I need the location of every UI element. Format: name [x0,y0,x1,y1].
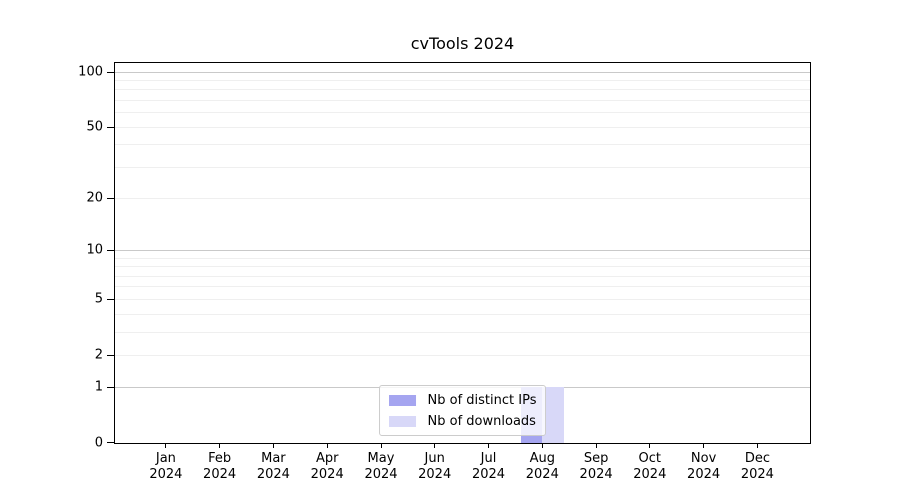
x-tick-mark [756,443,758,448]
y-tick-label: 2 [94,347,103,363]
x-tick-mark [488,443,489,448]
bar-downloads-aug-2024 [542,387,564,443]
x-tick-mark [595,443,597,448]
gridline-major [115,354,810,356]
gridline-major [115,298,810,300]
gridline-minor [115,89,810,91]
x-tick-label: Apr 2024 [310,451,344,482]
y-tick-mark [107,354,114,356]
legend-label-distinct-ips: Nb of distinct IPs [427,392,537,408]
y-tick-mark [107,298,114,300]
axis-layer: 0 1 2 5 10 20 50 100 Jan 2024 Feb 2024 Mar 2024 Apr… [78,63,810,482]
gridline-major [115,198,810,199]
y-tick-label: 5 [94,291,103,307]
gridline-minor [115,144,810,146]
y-tick-mark [107,250,114,252]
gridline-minor [115,166,810,168]
x-tick-label: Jan 2024 [149,451,183,482]
x-tick-label: Jun 2024 [418,451,452,482]
y-tick-label: 50 [86,119,103,135]
x-tick-label: Nov 2024 [687,451,721,482]
gridline-minor [115,266,810,268]
x-tick-mark [272,443,274,448]
x-tick-mark [165,443,167,448]
x-tick-label: Dec 2024 [740,451,774,482]
legend-swatch-distinct-ips [388,394,416,406]
y-tick-label: 20 [86,190,103,206]
legend-swatch-downloads [388,415,416,427]
gridline-minor [115,275,810,277]
gridline-minor [115,286,810,288]
x-tick-label: Feb 2024 [203,451,237,482]
gridline-minor [115,112,810,114]
gridline-major [115,126,810,128]
x-tick-label: Oct 2024 [633,451,667,482]
chart-title: cvTools 2024 [410,34,515,53]
gridline-major [115,250,810,252]
y-tick-mark [107,442,114,443]
x-tick-label: Jul 2024 [471,451,506,482]
gridline-minor [115,313,810,315]
x-tick-mark [703,443,705,448]
legend: Nb of distinct IPs Nb of downloads [378,385,547,436]
plot-area: 0 1 2 5 10 20 50 100 Jan 2024 Feb 2024 Mar 2024 Apr… [78,62,811,482]
y-tick-mark [107,387,114,389]
gridline-minor [115,100,810,101]
y-tick-label: 0 [94,435,103,451]
y-tick-label: 1 [94,379,103,395]
x-tick-label: Sep 2024 [579,451,613,482]
gridline-minor [115,80,810,82]
y-tick-mark [107,71,114,73]
x-tick-mark [326,443,328,448]
gridline-major [115,71,810,73]
x-tick-label: Mar 2024 [256,451,290,482]
y-tick-mark [107,198,114,199]
y-tick-label: 100 [78,64,103,80]
x-tick-mark [380,443,382,448]
legend-label-downloads: Nb of downloads [427,413,536,429]
y-tick-label: 10 [86,242,103,258]
x-tick-mark [434,443,436,448]
x-tick-mark [649,443,651,448]
gridline-minor [115,257,810,259]
legend-item-downloads: Nb of downloads [388,413,537,429]
x-tick-label: May 2024 [364,451,398,482]
x-tick-mark [219,443,221,448]
legend-item-distinct-ips: Nb of distinct IPs [388,392,537,408]
x-tick-mark [541,443,543,448]
y-tick-mark [107,126,114,128]
x-tick-label: Aug 2024 [525,451,559,482]
gridline-minor [115,331,810,333]
